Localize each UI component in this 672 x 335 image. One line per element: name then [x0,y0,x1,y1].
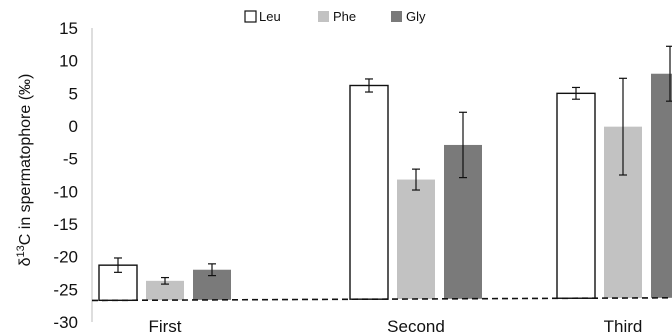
bar-phe-second [397,179,435,299]
category-label-second: Second [387,317,445,335]
error-bar-phe-second [412,168,420,191]
bar-phe-first [146,280,184,301]
category-label-first: First [148,317,181,335]
error-bar-leu-third [572,86,580,100]
y-tick-labels: 15 10 5 0 -5 -10 -15 -20 -25 -30 [53,19,78,332]
legend: Leu Phe Gly [244,9,426,24]
error-bar-phe-third [619,77,627,176]
error-bars [114,45,672,285]
bar-leu-second [349,84,389,300]
error-bar-phe-first [161,276,169,285]
legend-label-leu: Leu [259,9,281,24]
bar-leu-third [556,92,596,299]
y-tick-label: -15 [53,215,78,234]
legend-swatch-gly [391,11,402,22]
error-bar-gly-first [208,263,216,277]
legend-label-phe: Phe [333,9,356,24]
y-tick-label: -30 [53,313,78,332]
reference-dashed-line [91,297,669,302]
category-label-third: Third [604,317,643,335]
legend-label-gly: Gly [406,9,426,24]
y-tick-label: -20 [53,248,78,267]
legend-swatch-leu [244,10,257,23]
y-axis-title-superscript: 13 [15,245,27,257]
y-tick-label: -5 [63,150,78,169]
error-bar-leu-second [365,78,373,93]
y-tick-label: 10 [59,52,78,71]
y-axis-title-main: C in spermatophore (‰) [17,74,34,246]
y-tick-label: 0 [69,117,78,136]
error-bar-gly-second [459,111,467,179]
legend-swatch-phe [318,11,329,22]
y-tick-label: 15 [59,19,78,38]
bar-gly-third [651,73,672,298]
error-bar-leu-first [114,257,122,273]
error-bar-gly-third [666,45,672,102]
y-tick-label: -25 [53,280,78,299]
y-tick-label: -10 [53,182,78,201]
y-axis-title-prefix: δ [17,257,34,266]
y-axis-title: δ13C in spermatophore (‰) [15,74,34,267]
y-tick-label: 5 [69,84,78,103]
category-labels: First Second Third [148,317,642,335]
bars [98,73,672,302]
